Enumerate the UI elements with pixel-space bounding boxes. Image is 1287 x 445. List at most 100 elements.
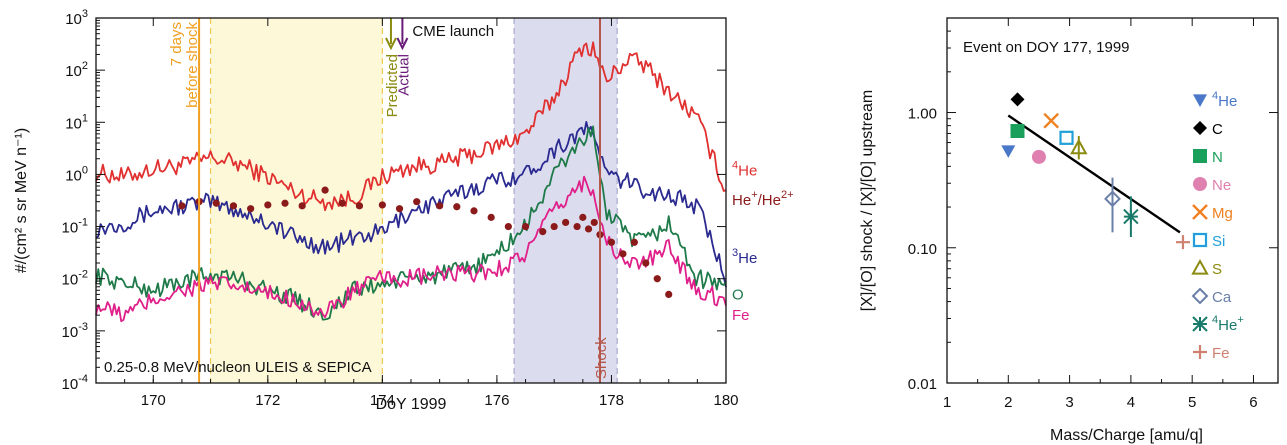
ratio-dot-30 bbox=[630, 238, 638, 246]
x-tick-label-1: 172 bbox=[255, 392, 280, 409]
fit-line bbox=[1007, 114, 1181, 234]
legend-marker-0 bbox=[1193, 94, 1207, 107]
ratio-dot-31 bbox=[642, 259, 650, 267]
ratio-dot-2 bbox=[212, 199, 220, 207]
data-point-3 bbox=[1031, 149, 1046, 164]
right-panel: Event on DOY 177, 1999 1 2 3 4 5 6 Mass/Charge … bbox=[859, 17, 1279, 444]
legend-label-5: Si bbox=[1212, 233, 1225, 250]
r-x-tick-label-2: 3 bbox=[1065, 394, 1073, 411]
legend-label-0: 4He bbox=[1212, 90, 1237, 110]
series-end-label-0: 4He bbox=[732, 159, 757, 179]
x-axis-label: DoY 1999 bbox=[376, 396, 447, 413]
data-point-8 bbox=[1123, 208, 1139, 225]
data-point-9 bbox=[1175, 235, 1190, 250]
cme-actual-label: Actual bbox=[395, 54, 412, 96]
ratio-dot-24 bbox=[579, 213, 587, 221]
ratio-dot-19 bbox=[521, 222, 530, 231]
r-y-axis-label: [X]/[O] shock / [X]/[O] upstream bbox=[859, 90, 876, 311]
x-tick-label-4: 178 bbox=[599, 392, 624, 409]
legend-label-3: Ne bbox=[1212, 177, 1231, 194]
series-line-3 bbox=[95, 175, 727, 323]
left-panel: 7 days before shock Shock PredictedActualCM… bbox=[13, 8, 794, 413]
x-tick-label-2: 174 bbox=[370, 392, 395, 409]
legend-marker-2 bbox=[1193, 149, 1207, 163]
ratio-dot-21 bbox=[550, 222, 558, 231]
data-point-5 bbox=[1059, 130, 1074, 145]
y-tick-label-5: 10-2 bbox=[62, 269, 88, 289]
y-tick-label-7: 10-4 bbox=[62, 373, 88, 393]
series-line-0 bbox=[95, 41, 727, 212]
data-point-0 bbox=[1001, 145, 1016, 158]
x-tick-label-0: 170 bbox=[141, 392, 166, 409]
shock-label: Shock bbox=[593, 337, 610, 379]
ratio-dot-13 bbox=[413, 198, 421, 206]
ratio-dot-29 bbox=[619, 250, 627, 258]
legend-label-2: N bbox=[1212, 149, 1223, 166]
ratio-dot-22 bbox=[562, 218, 570, 227]
cme-actual-arrowhead bbox=[396, 37, 409, 51]
ratio-dot-10 bbox=[355, 202, 364, 210]
ratio-dot-7 bbox=[298, 202, 306, 210]
series-end-label-2: 3He bbox=[732, 247, 757, 267]
ratio-dot-8 bbox=[321, 186, 329, 194]
r-x-tick-label-4: 5 bbox=[1188, 394, 1196, 411]
ratio-dot-32 bbox=[653, 275, 661, 283]
yellow-band bbox=[210, 18, 383, 383]
ratio-dot-25 bbox=[584, 225, 593, 233]
cme-predicted-label: Predicted bbox=[384, 54, 401, 117]
ratio-dot-12 bbox=[395, 205, 404, 213]
legend-marker-1 bbox=[1193, 121, 1207, 135]
ratio-dot-3 bbox=[229, 202, 238, 210]
legend-label-8: 4He+ bbox=[1212, 314, 1244, 334]
ratio-dot-33 bbox=[665, 290, 673, 299]
ratio-dot-20 bbox=[539, 228, 547, 236]
r-y-tick-label-0: 1.00 bbox=[908, 106, 937, 123]
legend-label-7: Ca bbox=[1212, 289, 1232, 306]
ratio-dot-17 bbox=[487, 213, 495, 221]
cme-predicted-arrowhead bbox=[385, 37, 397, 51]
r-y-tick-label-1: 0.10 bbox=[908, 241, 937, 258]
legend-marker-3 bbox=[1193, 177, 1207, 191]
legend-marker-6 bbox=[1191, 258, 1209, 275]
right-axes-frame bbox=[946, 17, 1279, 384]
y-tick-label-1: 102 bbox=[65, 60, 88, 80]
y-tick-label-0: 103 bbox=[65, 8, 88, 28]
data-point-6 bbox=[1070, 138, 1088, 155]
ratio-dot-0 bbox=[178, 202, 186, 210]
ratio-dot-23 bbox=[573, 222, 581, 231]
legend-label-9: Fe bbox=[1212, 345, 1230, 362]
ratio-dot-16 bbox=[470, 207, 478, 215]
ratio-dot-11 bbox=[378, 201, 386, 209]
r-x-axis-label: Mass/Charge [amu/q] bbox=[1050, 427, 1203, 444]
y-axis-label: #/(cm² s sr MeV n⁻¹) bbox=[13, 128, 30, 273]
legend-label-6: S bbox=[1212, 261, 1222, 278]
legend-label-4: Mg bbox=[1212, 205, 1233, 222]
legend-marker-7 bbox=[1191, 287, 1209, 305]
instrument-annotation: 0.25-0.8 MeV/nucleon ULEIS & SEPICA bbox=[104, 359, 372, 376]
legend-label-1: C bbox=[1212, 121, 1223, 138]
y-tick-label-6: 10-3 bbox=[62, 321, 88, 341]
y-tick-label-3: 100 bbox=[65, 164, 88, 184]
y-tick-label-2: 101 bbox=[65, 112, 88, 132]
data-point-2 bbox=[1010, 124, 1025, 139]
r-x-tick-label-1: 2 bbox=[1004, 394, 1012, 411]
ratio-dot-9 bbox=[338, 199, 346, 207]
ratio-dot-18 bbox=[504, 222, 512, 231]
legend-marker-4 bbox=[1192, 204, 1208, 220]
ratio-dot-5 bbox=[264, 201, 272, 209]
legend-marker-9 bbox=[1193, 345, 1207, 359]
before-shock-label: before shock bbox=[184, 22, 201, 108]
cme-launch-label: CME launch bbox=[412, 23, 494, 40]
data-point-1 bbox=[1010, 92, 1025, 107]
purple-band bbox=[514, 18, 618, 383]
y-tick-label-4: 10-1 bbox=[62, 217, 88, 237]
right-title: Event on DOY 177, 1999 bbox=[963, 39, 1130, 56]
x-tick-label-3: 176 bbox=[484, 392, 509, 409]
r-x-tick-label-3: 4 bbox=[1127, 394, 1135, 411]
series-end-label-3: O bbox=[732, 286, 744, 303]
ratio-dot-26 bbox=[590, 218, 598, 227]
r-x-tick-label-0: 1 bbox=[943, 394, 951, 411]
r-x-tick-label-5: 6 bbox=[1249, 394, 1257, 411]
ratio-dot-6 bbox=[281, 199, 289, 207]
